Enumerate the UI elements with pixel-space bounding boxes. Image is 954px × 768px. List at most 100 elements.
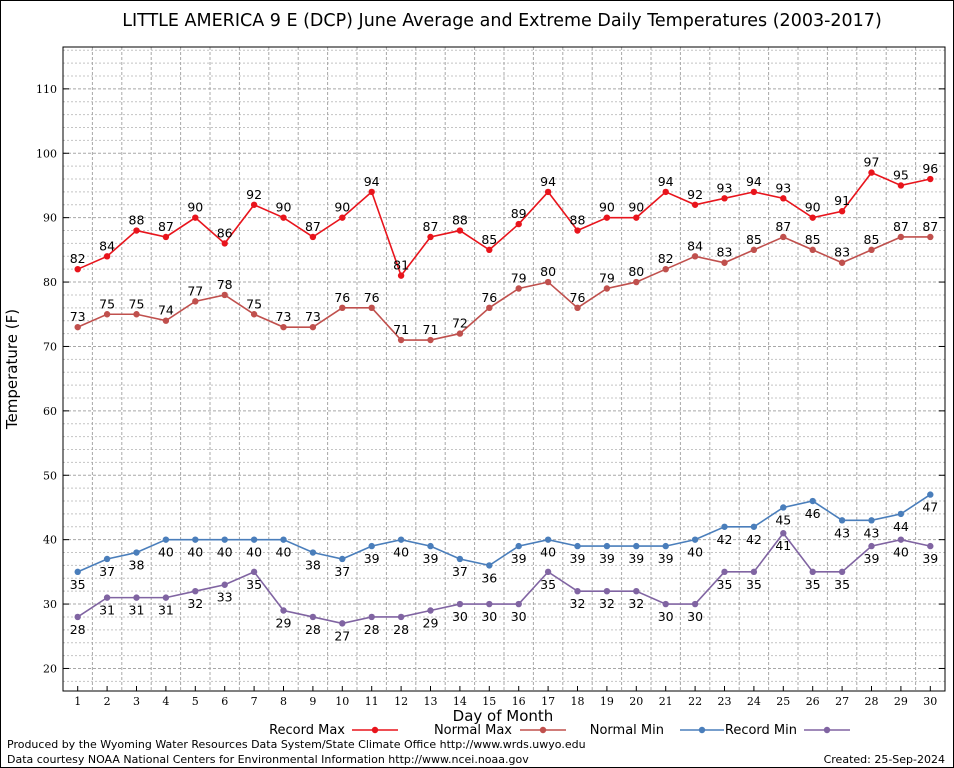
y-tick-label: 80 xyxy=(43,276,57,289)
data-label: 72 xyxy=(452,316,468,331)
data-point xyxy=(486,304,493,312)
data-point xyxy=(162,233,170,241)
data-label: 40 xyxy=(276,545,292,560)
data-point xyxy=(603,285,611,292)
y-axis-label: Temperature (F) xyxy=(3,309,21,430)
data-label: 39 xyxy=(570,551,586,566)
data-point xyxy=(309,323,317,331)
legend-item: Record Min xyxy=(725,723,850,738)
data-label: 90 xyxy=(599,200,615,215)
series-record-max: 82 84 88 87 90 86 92 90 87 90 94 81 87 88 85 89 94 88 90 90… xyxy=(70,155,938,279)
x-tick-label: 16 xyxy=(512,695,526,708)
data-point xyxy=(339,555,346,563)
data-label: 83 xyxy=(717,245,733,260)
data-label: 29 xyxy=(276,616,292,631)
data-point xyxy=(456,227,464,234)
data-point xyxy=(162,317,170,324)
y-tick-label: 90 xyxy=(43,212,57,225)
data-label: 43 xyxy=(834,525,850,540)
data-point xyxy=(515,285,522,292)
data-label: 92 xyxy=(687,187,703,202)
data-label: 89 xyxy=(511,206,527,221)
data-label: 85 xyxy=(805,232,821,247)
data-point xyxy=(897,510,905,518)
data-label: 42 xyxy=(717,532,733,547)
x-tick-label: 21 xyxy=(659,695,673,708)
x-tick-label: 7 xyxy=(251,695,258,708)
data-point xyxy=(838,568,846,576)
data-point xyxy=(368,542,375,550)
data-label: 39 xyxy=(364,551,380,566)
data-point xyxy=(544,536,552,543)
data-label: 43 xyxy=(864,525,880,540)
data-point xyxy=(897,182,905,189)
data-point xyxy=(250,311,258,318)
data-point xyxy=(368,304,375,312)
legend-label: Record Max xyxy=(269,723,345,738)
data-label: 35 xyxy=(746,577,762,592)
data-point xyxy=(721,259,728,266)
data-label: 87 xyxy=(158,219,174,234)
series-normal-max: 73 75 75 74 77 78 75 73 73 76 76 71 71 72 76 79 80 76 79 80… xyxy=(70,219,938,344)
x-tick-label: 8 xyxy=(280,695,287,708)
data-point xyxy=(515,600,522,608)
data-label: 30 xyxy=(452,609,468,624)
x-tick-label: 14 xyxy=(453,695,467,708)
data-point xyxy=(544,568,552,576)
data-point xyxy=(309,549,317,556)
data-label: 75 xyxy=(246,296,262,311)
y-tick-label: 110 xyxy=(36,83,57,96)
legend-item: Record Max xyxy=(269,723,398,738)
x-axis-ticks: 1 2 3 4 5 6 7 8 9 10 11 12 13 14 15 16 17 18 19 20 21 22 23 24 2… xyxy=(74,686,937,708)
data-point xyxy=(927,542,934,550)
data-point xyxy=(809,497,816,505)
data-label: 79 xyxy=(511,271,527,286)
y-tick-label: 100 xyxy=(36,147,57,160)
data-point xyxy=(74,323,81,331)
data-label: 92 xyxy=(246,187,262,202)
data-label: 31 xyxy=(99,603,115,618)
data-point xyxy=(574,227,581,234)
data-point xyxy=(427,233,434,241)
data-point xyxy=(397,613,405,621)
data-label: 39 xyxy=(599,551,615,566)
data-label: 45 xyxy=(775,512,791,527)
data-point xyxy=(750,246,758,254)
y-tick-label: 50 xyxy=(43,469,57,482)
data-label: 28 xyxy=(305,622,321,637)
data-point xyxy=(162,594,170,601)
x-axis-label: Day of Month xyxy=(453,707,554,725)
data-label: 95 xyxy=(893,167,909,182)
data-label: 39 xyxy=(628,551,644,566)
data-label: 32 xyxy=(187,596,203,611)
data-point xyxy=(603,214,611,221)
x-tick-label: 22 xyxy=(688,695,702,708)
data-label: 90 xyxy=(276,200,292,215)
data-label: 96 xyxy=(922,161,938,176)
data-point xyxy=(133,311,140,318)
data-label: 71 xyxy=(423,322,439,337)
data-point xyxy=(192,536,199,543)
data-point xyxy=(780,504,787,511)
data-point xyxy=(74,265,81,273)
legend-marker xyxy=(539,726,547,734)
data-point xyxy=(74,568,81,576)
series-normal-min: 35 37 38 40 40 40 40 40 38 37 39 40 39 37 36 39 40 39 39 39… xyxy=(70,491,938,592)
y-axis-ticks: 20 30 40 50 60 70 80 90 100 110 xyxy=(36,83,945,675)
data-label: 27 xyxy=(334,628,350,643)
data-label: 93 xyxy=(717,180,733,195)
x-tick-label: 3 xyxy=(133,695,140,708)
data-label: 73 xyxy=(305,309,321,324)
data-point xyxy=(368,613,375,621)
data-label: 46 xyxy=(805,506,821,521)
data-label: 73 xyxy=(70,309,86,324)
data-label: 81 xyxy=(393,258,409,273)
data-point xyxy=(603,587,611,595)
data-label: 40 xyxy=(893,545,909,560)
data-point xyxy=(339,214,346,221)
footer-data-courtesy: Data courtesy NOAA National Centers for … xyxy=(7,753,529,766)
data-label: 87 xyxy=(775,219,791,234)
data-point xyxy=(103,311,111,318)
data-label: 35 xyxy=(717,577,733,592)
